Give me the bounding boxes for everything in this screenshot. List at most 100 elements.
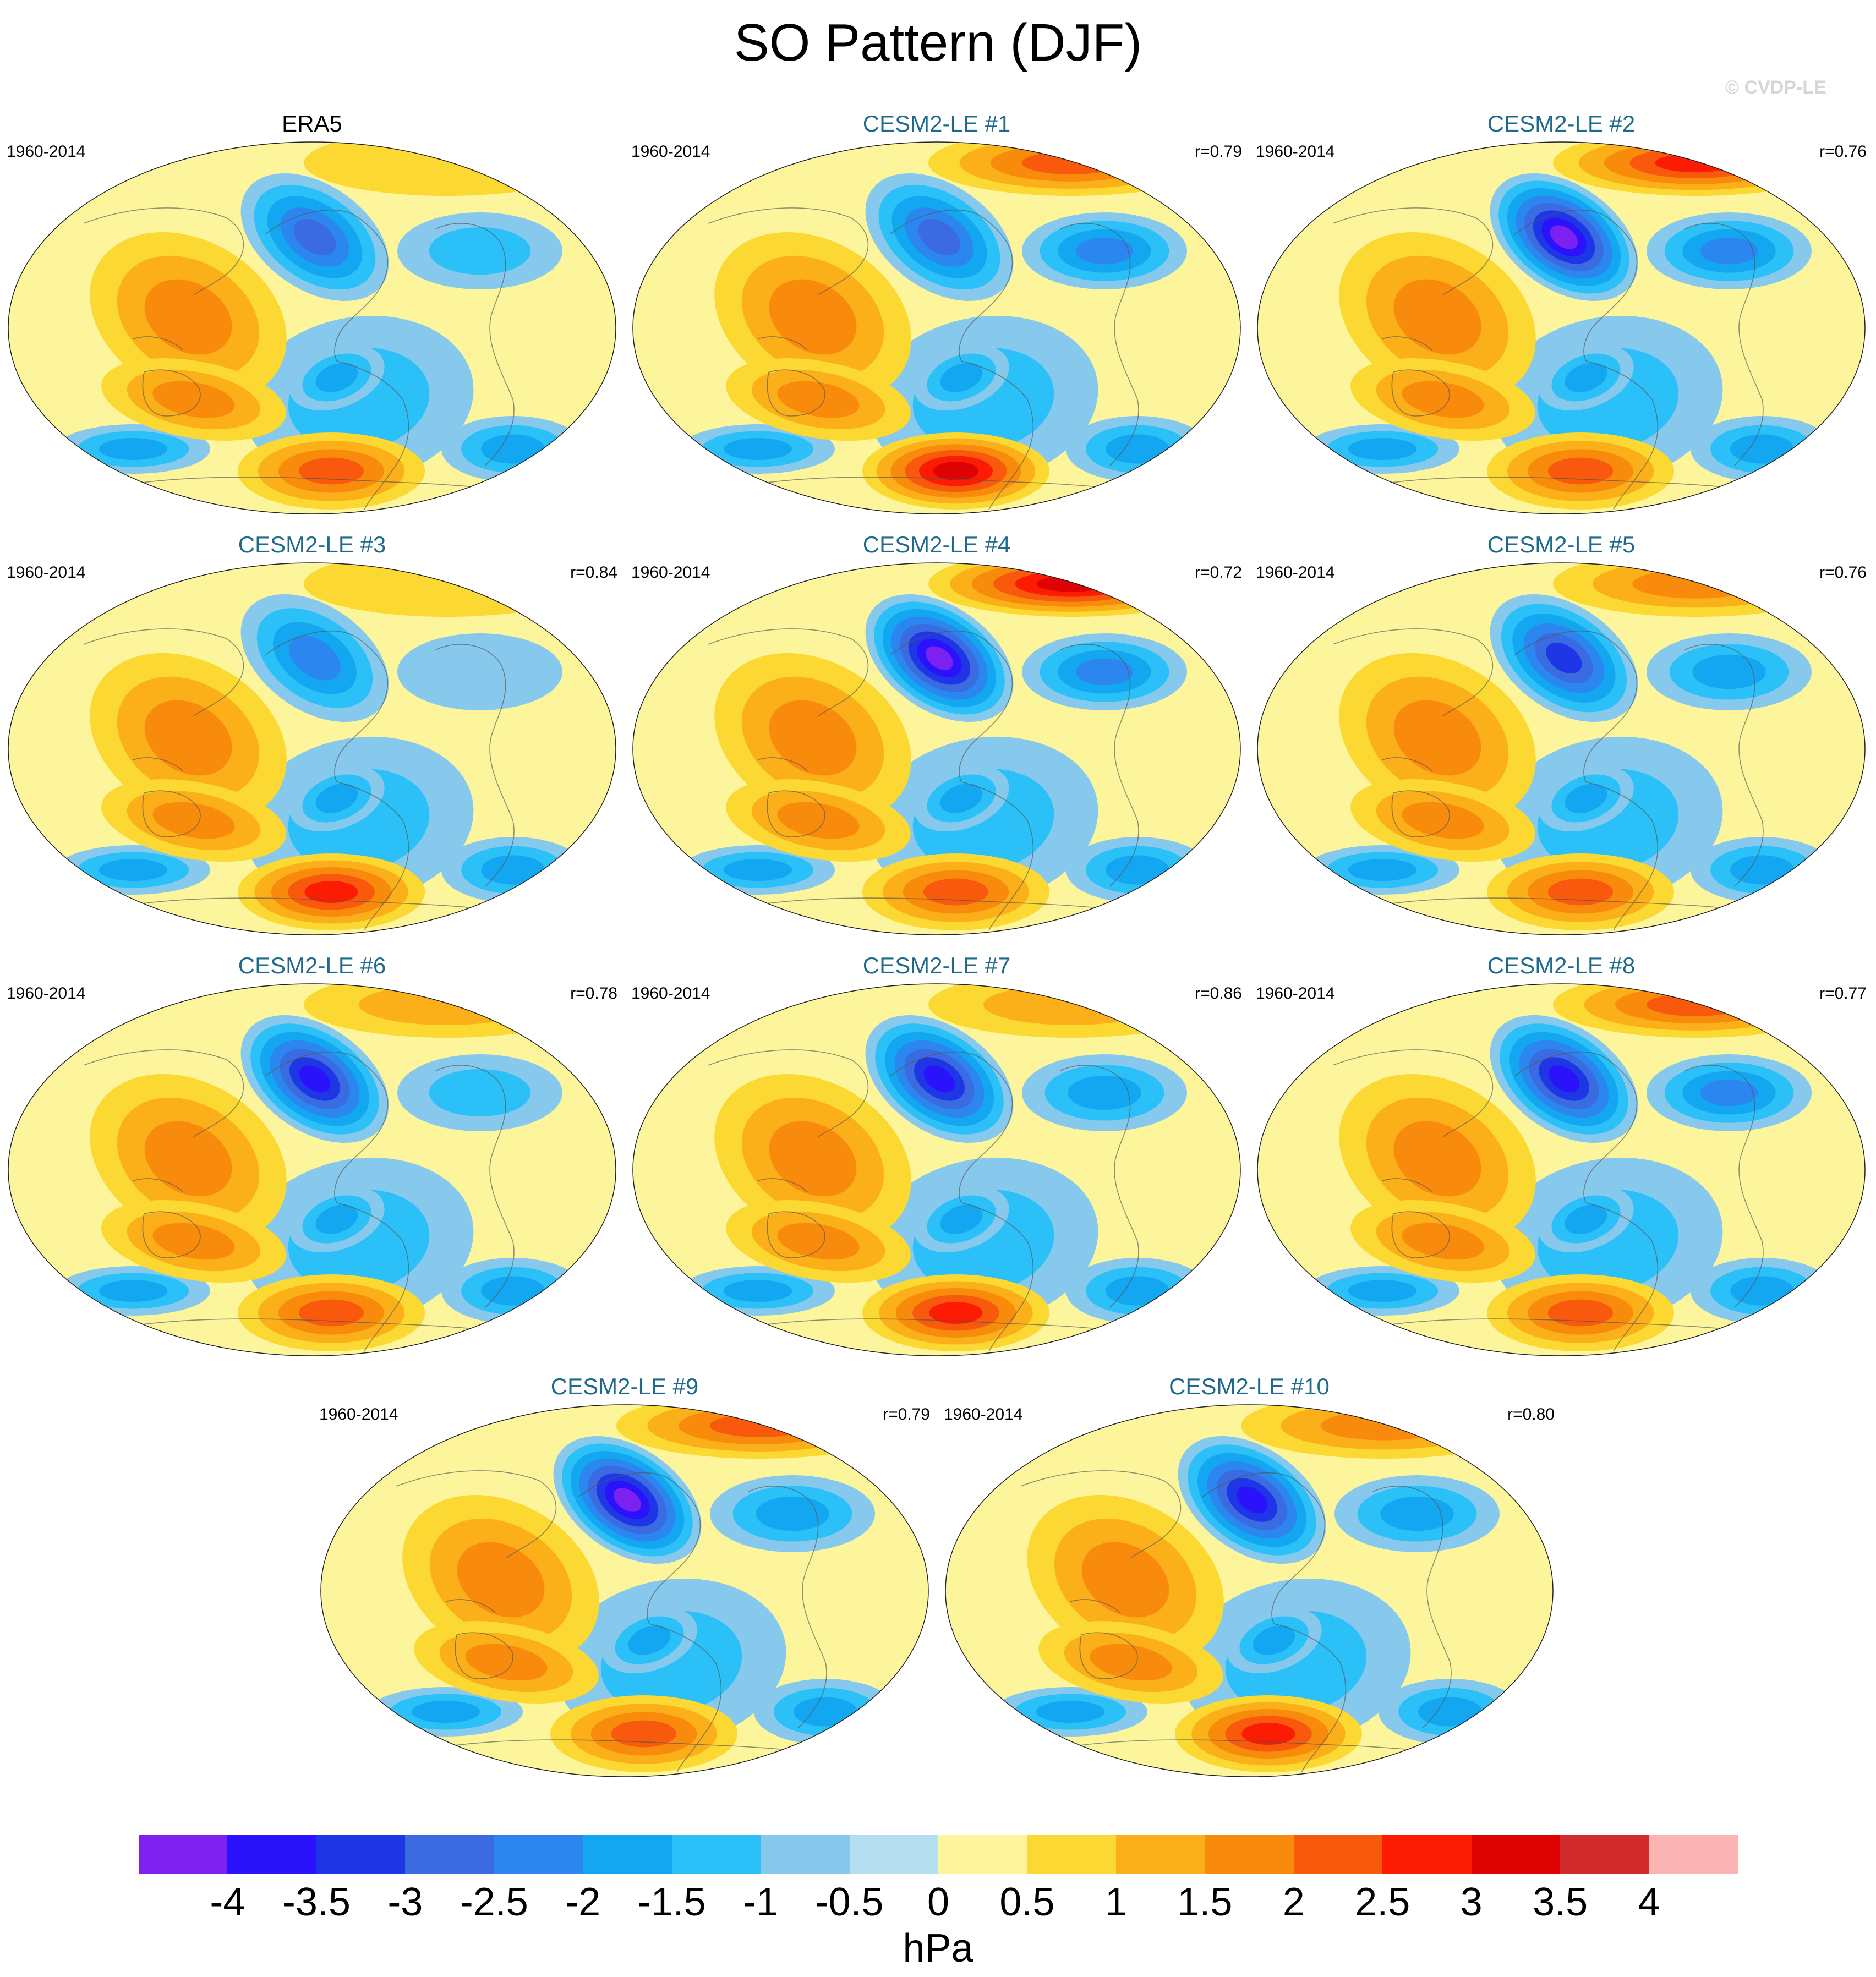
- panel-pattern-correlation: r=0.86: [1195, 984, 1242, 1003]
- north-atlantic-low: [1647, 1054, 1812, 1131]
- south-pacific-high: [550, 1695, 737, 1772]
- south-pacific-high: [238, 1274, 425, 1351]
- australia-high: [1350, 358, 1535, 441]
- panel-pattern-correlation: r=0.76: [1819, 143, 1867, 161]
- colorbar-tick-label: -2.5: [460, 1880, 528, 1924]
- panel-title: CESM2-LE #8: [1487, 952, 1636, 978]
- australia-high: [101, 358, 286, 441]
- colorbar-segment: [938, 1835, 1027, 1874]
- north-atlantic-low: [397, 212, 562, 289]
- indo-pacific-high: [402, 1494, 599, 1665]
- map-boundary: [8, 983, 616, 1356]
- map-boundary: [945, 1404, 1554, 1777]
- slp-anomaly-map: [8, 983, 616, 1356]
- southern-ocean-low-east: [1691, 416, 1834, 482]
- map-boundary: [8, 562, 616, 935]
- pacific-negative-core: [289, 1186, 385, 1253]
- indo-pacific-high: [90, 653, 287, 823]
- north-pacific-low: [865, 1015, 1014, 1143]
- southern-ocean-low-east: [1066, 837, 1209, 903]
- north-pacific-low: [865, 594, 1014, 722]
- north-atlantic-low: [1647, 212, 1812, 289]
- pacific-negative-core: [1538, 765, 1634, 832]
- slp-anomaly-map: [632, 562, 1241, 935]
- colorbar-segment: [761, 1835, 850, 1874]
- colorbar-tick-label: -3: [387, 1880, 423, 1924]
- australia-high: [1350, 779, 1535, 862]
- slp-anomaly-map: [320, 1404, 929, 1777]
- panel-title: CESM2-LE #3: [238, 532, 386, 557]
- slp-anomaly-map: [632, 141, 1241, 514]
- colorbar-tick-label: 3.5: [1533, 1880, 1588, 1924]
- north-atlantic-low: [1334, 1475, 1500, 1552]
- panel-period: 1960-2014: [944, 1405, 1023, 1423]
- south-pacific-high: [238, 432, 425, 510]
- north-atlantic-low: [1022, 212, 1187, 289]
- map-panel: CESM2-LE #8 1960-2014 r=0.77: [1256, 951, 1867, 1358]
- southern-ocean-low-east: [754, 1679, 897, 1745]
- panel-title: CESM2-LE #6: [238, 952, 386, 978]
- north-pacific-low: [865, 173, 1014, 302]
- colorbar-segment: [1649, 1835, 1738, 1874]
- indo-pacific-high: [1339, 1074, 1536, 1244]
- panel-pattern-correlation: r=0.80: [1507, 1405, 1555, 1423]
- pacific-negative-core: [1538, 344, 1634, 411]
- north-pacific-low: [1178, 1436, 1326, 1564]
- colorbar-tick-label: -2: [565, 1880, 601, 1924]
- colorbar-tick-label: 2: [1282, 1880, 1305, 1924]
- pacific-negative-core: [914, 765, 1009, 832]
- map-boundary: [1257, 983, 1866, 1356]
- map-boundary: [632, 562, 1241, 935]
- north-atlantic-low: [710, 1475, 875, 1552]
- pacific-negative-core: [601, 1607, 697, 1674]
- colorbar-tick-label: 0.5: [999, 1880, 1055, 1924]
- colorbar-segment: [227, 1835, 317, 1874]
- map-panel: CESM2-LE #6 1960-2014 r=0.78: [7, 951, 617, 1358]
- north-pacific-low: [553, 1436, 702, 1564]
- colorbar-tick-labels: -4 -3.5 -3 -2.5 -2 -1.5 -1 -0.5 0 0.5 1 1.5 2 2.5 3 3.5…: [0, 1877, 1876, 1927]
- figure-title: SO Pattern (DJF): [734, 13, 1142, 72]
- north-pacific-low: [240, 173, 389, 302]
- australia-high: [101, 779, 286, 862]
- colorbar-tick-label: -4: [210, 1880, 245, 1924]
- north-atlantic-low: [1647, 633, 1812, 710]
- map-boundary: [632, 141, 1241, 514]
- indo-pacific-high: [714, 1074, 911, 1244]
- southern-ocean-low-east: [1691, 837, 1834, 903]
- southern-ocean-low-east: [441, 416, 584, 482]
- colorbar-segment: [1293, 1835, 1383, 1874]
- south-pacific-high: [1175, 1695, 1362, 1772]
- south-pacific-high: [862, 432, 1049, 510]
- north-atlantic-low: [1022, 633, 1187, 710]
- colorbar-tick-label: -0.5: [815, 1880, 884, 1924]
- australia-high: [726, 358, 911, 441]
- slp-anomaly-map: [1257, 141, 1866, 514]
- panel-title: ERA5: [282, 111, 342, 136]
- colorbar-tick-label: 4: [1638, 1880, 1660, 1924]
- colorbar-segment: [1115, 1835, 1205, 1874]
- map-boundary: [1257, 562, 1866, 935]
- panel-title: CESM2-LE #5: [1487, 532, 1636, 557]
- australia-high: [101, 1200, 286, 1283]
- panel-title: CESM2-LE #4: [862, 532, 1011, 557]
- southern-ocean-low-west: [993, 1687, 1147, 1737]
- colorbar-tick-label: -1.5: [637, 1880, 706, 1924]
- colorbar-tick-label: 3: [1460, 1880, 1483, 1924]
- map-panel: CESM2-LE #10 1960-2014 r=0.80: [944, 1372, 1555, 1779]
- panel-period: 1960-2014: [1256, 984, 1335, 1003]
- indo-pacific-high: [714, 232, 911, 402]
- australia-high: [726, 779, 911, 862]
- panel-pattern-correlation: r=0.79: [883, 1405, 930, 1423]
- colorbar-segment: [1027, 1835, 1117, 1874]
- north-pacific-low: [1490, 173, 1638, 302]
- panel-pattern-correlation: r=0.77: [1819, 984, 1867, 1003]
- australia-high: [414, 1621, 599, 1704]
- north-pacific-low: [1490, 1015, 1638, 1143]
- slp-anomaly-map: [8, 562, 616, 935]
- southern-ocean-low-west: [1305, 1266, 1459, 1316]
- north-atlantic-low: [397, 633, 562, 710]
- south-pacific-high: [238, 853, 425, 930]
- australia-high: [726, 1200, 911, 1283]
- australia-high: [1038, 1621, 1223, 1704]
- southern-ocean-low-east: [1691, 1258, 1834, 1324]
